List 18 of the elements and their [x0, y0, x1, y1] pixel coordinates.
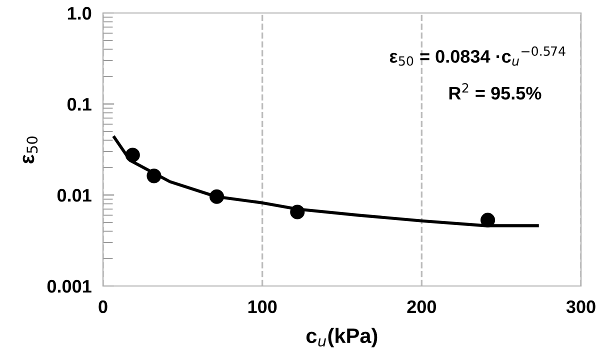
- x-tick-label: 100: [248, 300, 277, 314]
- y-tick-label: 0.001: [47, 280, 92, 293]
- annotation: ε$_{50}$ = 0.0834 ·c$_{u}$$^{−0.574}$: [390, 46, 566, 66]
- point: [125, 148, 140, 162]
- point: [480, 212, 496, 228]
- line-series: [112, 136, 539, 228]
- point: [209, 189, 224, 204]
- y-tick-label: 1.0: [68, 6, 92, 20]
- x-tick-label: 300: [566, 300, 596, 314]
- x-tick-label: 200: [407, 300, 436, 314]
- x-axis-title: c$_{u}$(kPa): [306, 328, 378, 348]
- annotation: R$^{2}$ = 95.5%: [449, 83, 542, 100]
- y-tick-label: 0.1: [68, 98, 92, 111]
- x-tick-label: 0: [98, 300, 108, 314]
- point: [290, 204, 305, 220]
- y-axis-title: ε$_{50}$: [22, 136, 38, 164]
- point: [146, 168, 162, 184]
- y-tick-label: 0.01: [57, 188, 92, 202]
